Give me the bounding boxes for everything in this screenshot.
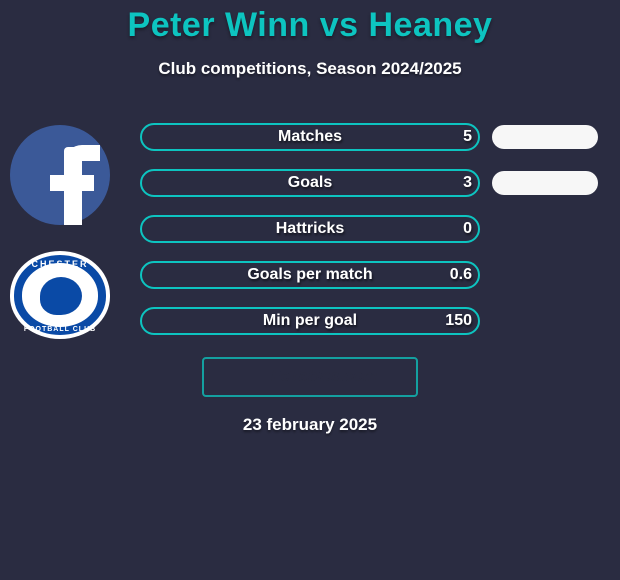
stat-row: Min per goal150 <box>140 307 600 335</box>
page-title: Peter Winn vs Heaney <box>0 6 620 45</box>
stat-row: Matches5 <box>140 123 600 151</box>
date-text: 23 february 2025 <box>0 415 620 435</box>
stat-row: Hattricks0 <box>140 215 600 243</box>
comparison-content: CHESTER FOOTBALL CLUB Matches5 Goals3 Hatt… <box>0 123 620 335</box>
subtitle: Club competitions, Season 2024/2025 <box>0 59 620 79</box>
club-name-top: CHESTER <box>10 259 110 269</box>
right-comparison-blob <box>492 125 598 149</box>
left-avatar-column: CHESTER FOOTBALL CLUB <box>10 123 130 339</box>
club-badge: CHESTER FOOTBALL CLUB <box>10 251 110 339</box>
stat-row: Goals3 <box>140 169 600 197</box>
facebook-icon <box>10 125 110 225</box>
stat-value-label: 0.6 <box>140 261 472 289</box>
stat-value-label: 150 <box>140 307 472 335</box>
stat-rows: Matches5 Goals3 Hattricks0 Goals per match0… <box>140 123 600 335</box>
brand-bars-icon <box>243 368 265 386</box>
right-comparison-blob <box>492 171 598 195</box>
stat-value-label: 3 <box>140 169 472 197</box>
stat-row: Goals per match0.6 <box>140 261 600 289</box>
brand-text: FcTables.com <box>271 368 377 386</box>
stat-value-label: 5 <box>140 123 472 151</box>
stat-value-label: 0 <box>140 215 472 243</box>
brand-box: FcTables.com <box>202 357 418 397</box>
club-name-bottom: FOOTBALL CLUB <box>10 326 110 333</box>
